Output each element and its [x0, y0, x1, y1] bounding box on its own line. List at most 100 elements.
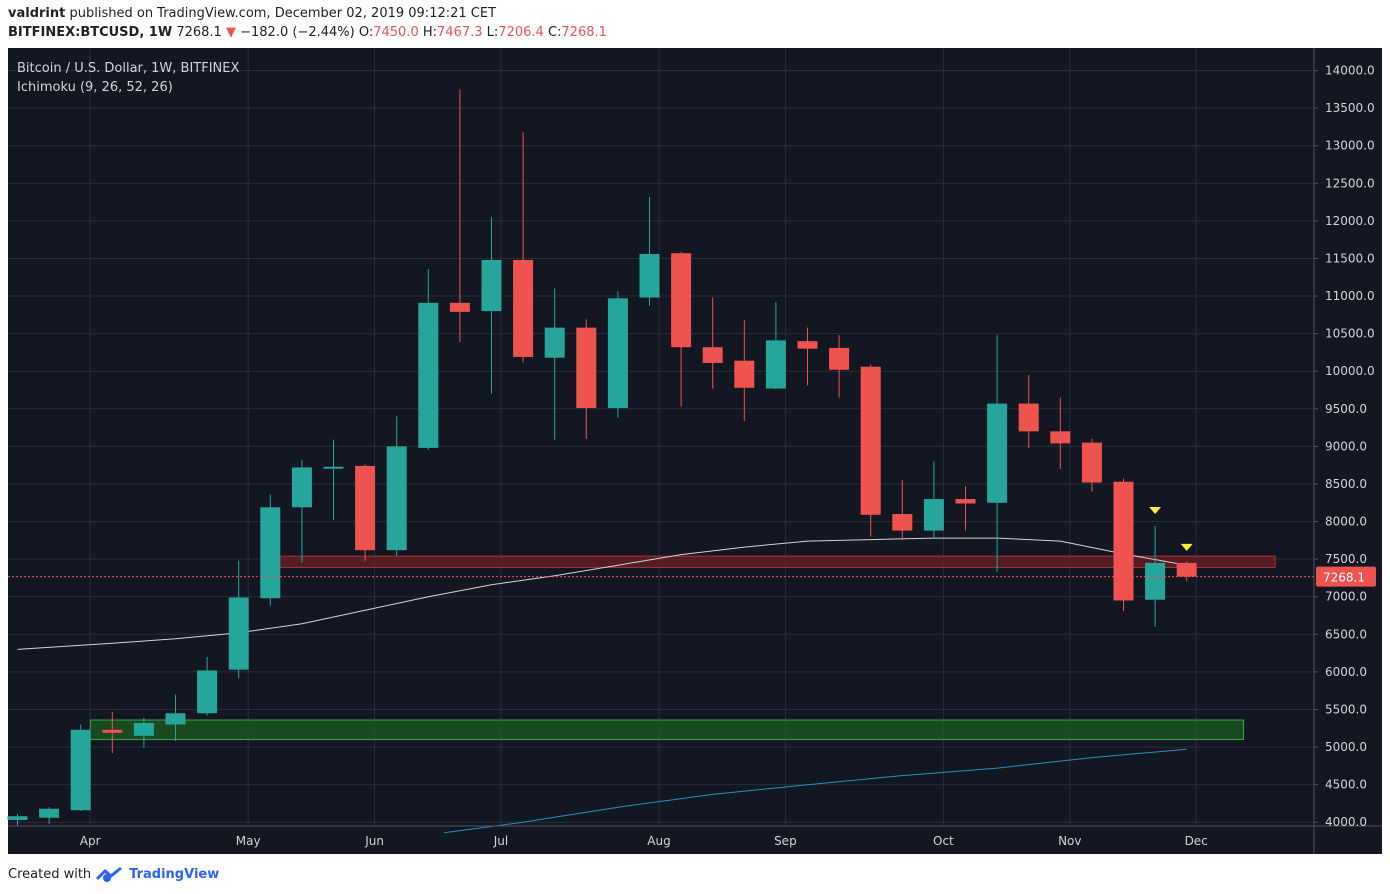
- publish-line: valdrint published on TradingView.com, D…: [8, 6, 496, 21]
- price-tick-label: 13000.0: [1325, 139, 1375, 153]
- price-tick-label: 12000.0: [1325, 214, 1375, 228]
- price-tick-label: 4500.0: [1325, 778, 1367, 792]
- price-tick-label: 5500.0: [1325, 702, 1367, 716]
- candle-body: [987, 403, 1008, 503]
- candle-body: [291, 467, 312, 508]
- high-value: 7467.3: [437, 25, 483, 40]
- high-label: H:: [422, 25, 438, 40]
- candle-body: [1018, 403, 1039, 432]
- candle-body: [323, 466, 344, 469]
- price-tick-label: 8500.0: [1325, 477, 1367, 491]
- price-tick-label: 14000.0: [1325, 64, 1375, 78]
- candle-body: [418, 302, 439, 448]
- time-tick-label: Aug: [647, 834, 670, 848]
- candle-body: [102, 729, 123, 733]
- tradingview-brand[interactable]: TradingView: [129, 866, 220, 882]
- candle-body: [765, 340, 786, 389]
- close-value: 7268.1: [561, 25, 607, 40]
- price-tick-label: 5000.0: [1325, 740, 1367, 754]
- time-tick-label: Oct: [933, 834, 954, 848]
- open-value: 7450.0: [373, 25, 419, 40]
- candle-body: [481, 259, 502, 312]
- time-tick-label: Sep: [774, 834, 797, 848]
- time-tick-label: Jun: [364, 834, 384, 848]
- price-tick-label: 10000.0: [1325, 364, 1375, 378]
- candle-body: [639, 253, 660, 298]
- indicator-label[interactable]: Ichimoku (9, 26, 52, 26): [17, 80, 173, 95]
- candle-body: [228, 597, 249, 670]
- candle-body: [165, 713, 186, 725]
- created-with-text: Created with: [8, 866, 92, 882]
- time-axis[interactable]: Apr May Jun Jul Aug Sep Oct Nov Dec: [80, 834, 1208, 848]
- candle-body: [70, 729, 91, 811]
- change-text: −182.0 (−2.44%): [240, 25, 355, 40]
- price-tick-label: 12500.0: [1325, 176, 1375, 190]
- candles: [7, 89, 1197, 826]
- price-tick-label: 6000.0: [1325, 665, 1367, 679]
- candle-body: [449, 302, 470, 312]
- price-axis[interactable]: 4000.0 4500.0 5000.0 5500.0 6000.0 6500.0 7000…: [1314, 64, 1375, 830]
- candle-body: [513, 259, 534, 357]
- candle-body: [197, 670, 218, 714]
- time-tick-label: May: [236, 834, 261, 848]
- candle-body: [702, 347, 723, 363]
- candle-body: [671, 253, 692, 348]
- price-tick-label: 13500.0: [1325, 101, 1375, 115]
- last-price-tag-box: [1316, 566, 1376, 587]
- author-name[interactable]: valdrint: [8, 6, 66, 21]
- last-price-text: 7268.1: [176, 25, 222, 40]
- candle-body: [576, 327, 597, 409]
- candle-body: [829, 347, 850, 370]
- tradingview-logo-icon: [96, 866, 123, 882]
- candle-body: [355, 465, 376, 551]
- low-label: L:: [486, 25, 499, 40]
- price-tick-label: 8000.0: [1325, 515, 1367, 529]
- markers: [1149, 507, 1193, 551]
- candle-body: [1176, 562, 1197, 577]
- chart-title: Bitcoin / U.S. Dollar, 1W, BITFINEX: [17, 61, 239, 76]
- price-tick-label: 4000.0: [1325, 815, 1367, 829]
- candle-body: [133, 723, 154, 736]
- candle-body: [1050, 431, 1071, 444]
- price-tick-label: 10500.0: [1325, 327, 1375, 341]
- ma-long-line: [444, 748, 1187, 834]
- candle-body: [1081, 442, 1102, 483]
- last-price-tag: 7268.1: [1316, 566, 1376, 587]
- price-tick-label: 11000.0: [1325, 289, 1375, 303]
- down-arrow-icon: ▼: [225, 25, 236, 40]
- price-tick-label: 7500.0: [1325, 552, 1367, 566]
- candle-body: [1113, 481, 1134, 601]
- open-label: O:: [358, 25, 374, 40]
- candle-body: [39, 808, 60, 818]
- candle-body: [734, 360, 755, 388]
- candle-body: [955, 499, 976, 504]
- chart-area[interactable]: 4000.0 4500.0 5000.0 5500.0 6000.0 6500.0 7000…: [0, 48, 1390, 856]
- candle-body: [607, 298, 628, 409]
- price-tick-label: 11500.0: [1325, 251, 1375, 265]
- candle-body: [386, 446, 407, 551]
- candle-body: [860, 366, 881, 515]
- symbol-name: BITFINEX:BTCUSD, 1W: [8, 25, 173, 40]
- down-marker-icon: [1180, 543, 1193, 551]
- close-label: C:: [547, 25, 562, 40]
- publish-text: published on TradingView.com, December 0…: [69, 6, 497, 21]
- time-tick-label: Dec: [1185, 834, 1208, 848]
- time-tick-label: Apr: [80, 834, 101, 848]
- candle-body: [797, 341, 818, 349]
- candle-body: [892, 514, 913, 531]
- price-tick-label: 9500.0: [1325, 402, 1367, 416]
- symbol-bar: BITFINEX:BTCUSD, 1W 7268.1 ▼ −182.0 (−2.…: [8, 25, 607, 40]
- low-value: 7206.4: [498, 25, 544, 40]
- time-tick-label: Nov: [1058, 834, 1081, 848]
- support-zone: [89, 719, 1245, 741]
- price-tick-label: 6500.0: [1325, 627, 1367, 641]
- candle-body: [544, 327, 565, 358]
- candle-body: [923, 499, 944, 531]
- price-tick-label: 9000.0: [1325, 439, 1367, 453]
- footer: Created with TradingView: [8, 866, 219, 882]
- candle-body: [7, 816, 28, 820]
- price-tick-label: 7000.0: [1325, 590, 1367, 604]
- down-marker-icon: [1149, 507, 1162, 515]
- time-tick-label: Jul: [493, 834, 508, 848]
- last-price-tag-text: 7268.1: [1323, 571, 1365, 585]
